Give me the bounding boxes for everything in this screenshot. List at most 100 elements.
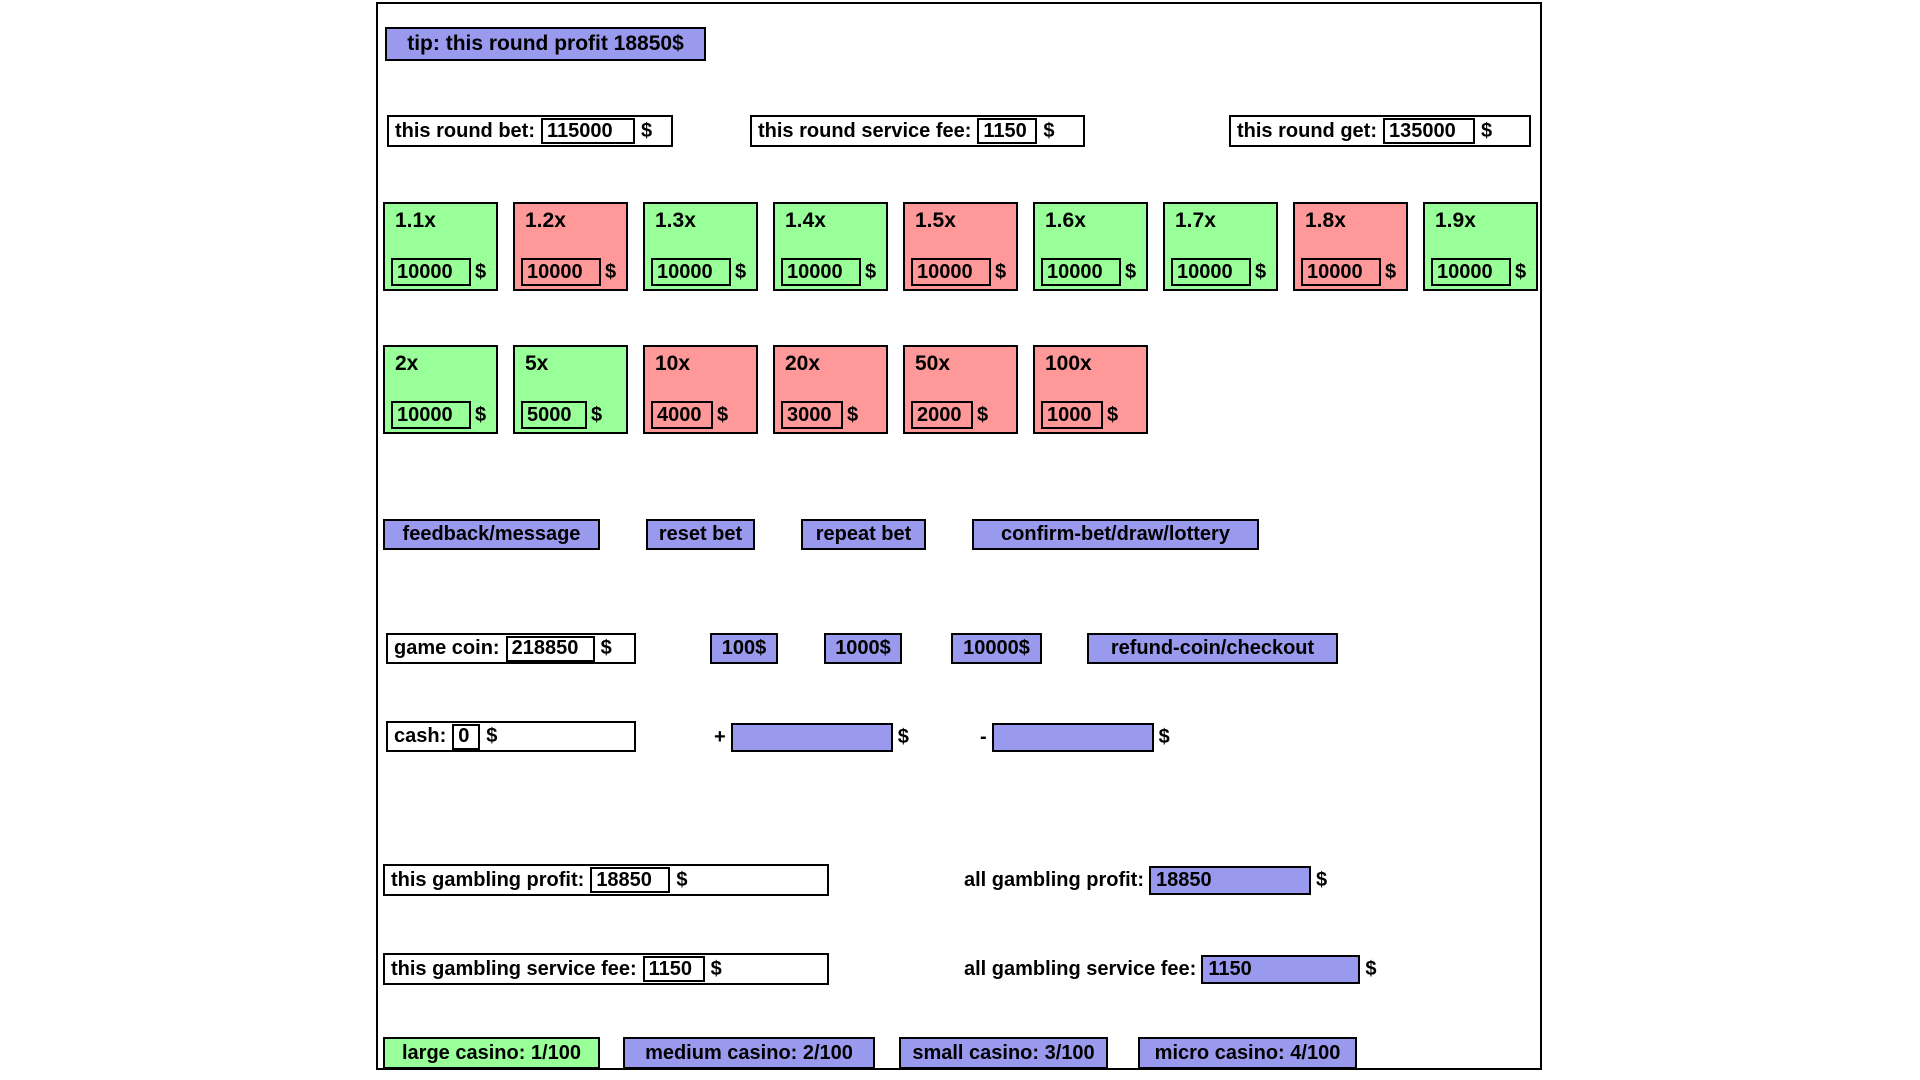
all-gambling-service-fee-group: all gambling service fee: $ (964, 953, 1376, 985)
all-gambling-service-fee-label: all gambling service fee: (964, 957, 1197, 980)
bet-amount-input[interactable] (1171, 258, 1251, 286)
multiplier-label: 50x (915, 352, 951, 375)
currency-label: $ (977, 403, 989, 426)
refund-coin-checkout-button[interactable]: refund-coin/checkout (1087, 633, 1338, 664)
round-service-fee-box: this round service fee: $ (750, 115, 1085, 147)
bet-amount-group: $ (781, 258, 876, 286)
feedback-message-button[interactable]: feedback/message (383, 519, 600, 550)
bet-box-1-1x: 1.1x $ (383, 202, 498, 291)
currency-label: $ (605, 260, 617, 283)
bet-amount-input[interactable] (521, 258, 601, 286)
this-gambling-service-fee-input[interactable] (642, 956, 705, 982)
bet-amount-group: $ (911, 258, 1006, 286)
bet-amount-group: $ (521, 401, 602, 429)
bet-amount-input[interactable] (911, 258, 991, 286)
currency-label: $ (486, 725, 498, 747)
deposit-amount-input[interactable] (730, 722, 893, 752)
bet-amount-input[interactable] (391, 258, 471, 286)
this-gambling-service-fee-label: this gambling service fee: (391, 957, 637, 980)
bet-amount-input[interactable] (781, 258, 861, 286)
this-gambling-profit-label: this gambling profit: (391, 868, 585, 891)
cash-input[interactable] (452, 723, 481, 750)
bet-box-1-9x: 1.9x $ (1423, 202, 1538, 291)
bet-box-1-8x: 1.8x $ (1293, 202, 1408, 291)
plus-sign-label: + (714, 725, 726, 748)
currency-label: $ (591, 403, 603, 426)
reset-bet-button[interactable]: reset bet (646, 519, 755, 550)
this-gambling-profit-input[interactable] (590, 867, 671, 893)
bet-amount-input[interactable] (1041, 258, 1121, 286)
bet-amount-group: $ (521, 258, 616, 286)
add-coin-10000-button[interactable]: 10000$ (951, 633, 1042, 664)
bet-box-1-5x: 1.5x $ (903, 202, 1018, 291)
round-service-fee-label: this round service fee: (758, 119, 972, 142)
currency-label: $ (1365, 957, 1377, 980)
game-coin-box: game coin: $ (386, 633, 636, 664)
currency-label: $ (710, 957, 722, 980)
bet-amount-input[interactable] (651, 258, 731, 286)
currency-label: $ (1125, 260, 1137, 283)
confirm-bet-draw-lottery-button[interactable]: confirm-bet/draw/lottery (972, 519, 1259, 550)
currency-label: $ (1316, 868, 1328, 891)
multiplier-label: 1.6x (1045, 209, 1086, 232)
bet-amount-group: $ (1431, 258, 1526, 286)
bet-amount-input[interactable] (1041, 401, 1103, 429)
all-gambling-service-fee-input[interactable] (1201, 954, 1361, 984)
withdraw-group: - $ (980, 721, 1170, 753)
add-coin-1000-button[interactable]: 1000$ (824, 633, 902, 664)
bet-amount-group: $ (911, 401, 988, 429)
withdraw-amount-input[interactable] (991, 722, 1154, 752)
bet-amount-input[interactable] (521, 401, 587, 429)
all-gambling-profit-input[interactable] (1149, 865, 1311, 895)
bet-box-1-3x: 1.3x $ (643, 202, 758, 291)
currency-label: $ (1515, 260, 1527, 283)
currency-label: $ (995, 260, 1007, 283)
multiplier-label: 1.5x (915, 209, 956, 232)
multiplier-label: 5x (525, 352, 549, 375)
bet-amount-group: $ (1041, 401, 1118, 429)
multiplier-label: 2x (395, 352, 419, 375)
bet-box-5x: 5x $ (513, 345, 628, 434)
round-service-fee-input[interactable] (977, 118, 1038, 144)
minus-sign-label: - (980, 725, 987, 748)
currency-label: $ (1385, 260, 1397, 283)
bet-amount-group: $ (1041, 258, 1136, 286)
casino-medium-button[interactable]: medium casino: 2/100 (623, 1037, 875, 1069)
bet-amount-group: $ (651, 401, 728, 429)
currency-label: $ (897, 725, 909, 748)
bet-box-1-4x: 1.4x $ (773, 202, 888, 291)
bet-amount-group: $ (651, 258, 746, 286)
bet-amount-group: $ (391, 258, 486, 286)
bet-box-1-7x: 1.7x $ (1163, 202, 1278, 291)
bet-amount-input[interactable] (651, 401, 713, 429)
bet-amount-input[interactable] (1431, 258, 1511, 286)
multiplier-label: 1.8x (1305, 209, 1346, 232)
currency-label: $ (735, 260, 747, 283)
bet-amount-input[interactable] (391, 401, 471, 429)
currency-label: $ (847, 403, 859, 426)
round-bet-box: this round bet: $ (387, 115, 673, 147)
currency-label: $ (865, 260, 877, 283)
round-bet-input[interactable] (540, 118, 635, 144)
multiplier-label: 1.3x (655, 209, 696, 232)
multiplier-label: 1.9x (1435, 209, 1476, 232)
add-coin-100-button[interactable]: 100$ (710, 633, 778, 664)
multiplier-label: 1.7x (1175, 209, 1216, 232)
all-gambling-profit-label: all gambling profit: (964, 868, 1144, 891)
casino-small-button[interactable]: small casino: 3/100 (899, 1037, 1108, 1069)
currency-label: $ (475, 260, 487, 283)
round-get-input[interactable] (1382, 118, 1475, 144)
casino-large-button[interactable]: large casino: 1/100 (383, 1037, 600, 1069)
bet-amount-input[interactable] (1301, 258, 1381, 286)
currency-label: $ (676, 868, 688, 891)
bet-box-20x: 20x $ (773, 345, 888, 434)
bet-amount-input[interactable] (911, 401, 973, 429)
bet-amount-input[interactable] (781, 401, 843, 429)
casino-micro-button[interactable]: micro casino: 4/100 (1138, 1037, 1357, 1069)
repeat-bet-button[interactable]: repeat bet (801, 519, 926, 550)
game-coin-input[interactable] (505, 635, 595, 662)
multiplier-label: 10x (655, 352, 691, 375)
game-coin-label: game coin: (394, 637, 500, 659)
multiplier-label: 1.1x (395, 209, 436, 232)
bet-box-1-6x: 1.6x $ (1033, 202, 1148, 291)
